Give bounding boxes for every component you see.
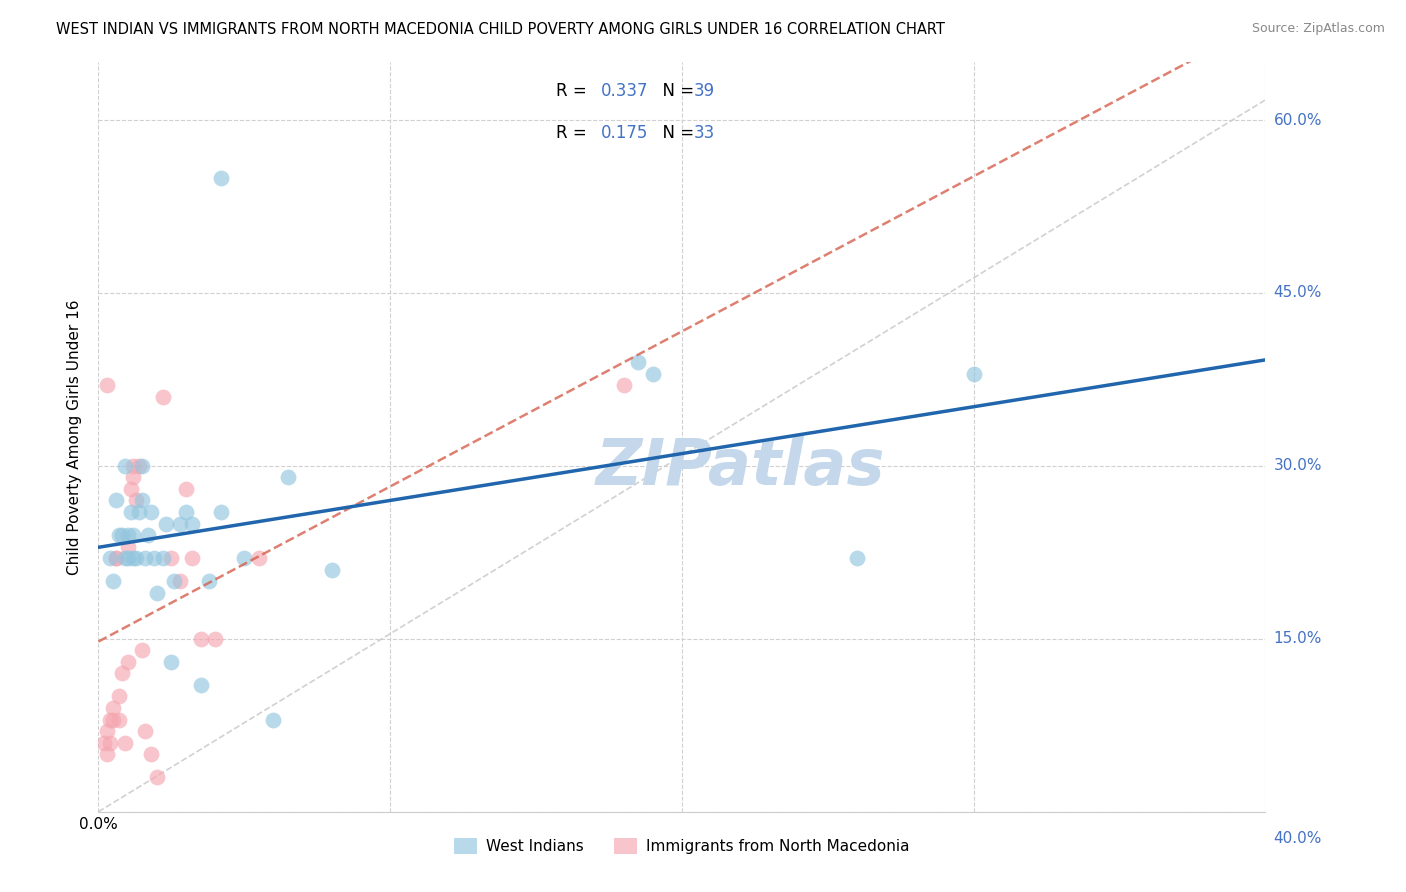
- Point: [204, 632, 226, 646]
- Point: [125, 493, 148, 508]
- Point: [96, 724, 118, 739]
- Point: [209, 505, 232, 519]
- Point: [160, 551, 183, 566]
- Text: N =: N =: [652, 125, 699, 143]
- Point: [190, 632, 212, 646]
- Point: [209, 170, 232, 185]
- Text: 33: 33: [695, 125, 716, 143]
- Y-axis label: Child Poverty Among Girls Under 16: Child Poverty Among Girls Under 16: [67, 300, 83, 574]
- Point: [128, 505, 150, 519]
- Text: Source: ZipAtlas.com: Source: ZipAtlas.com: [1251, 22, 1385, 36]
- Point: [174, 505, 197, 519]
- Point: [93, 735, 115, 749]
- Point: [160, 655, 183, 669]
- Point: [108, 528, 131, 542]
- Point: [233, 551, 256, 566]
- Point: [101, 574, 124, 589]
- Point: [111, 666, 134, 681]
- Point: [846, 551, 869, 566]
- Point: [612, 378, 634, 392]
- Point: [169, 574, 191, 589]
- Point: [104, 493, 127, 508]
- Point: [641, 367, 664, 381]
- Point: [146, 585, 169, 599]
- Point: [134, 724, 156, 739]
- Point: [108, 690, 131, 704]
- Point: [163, 574, 186, 589]
- Text: 40.0%: 40.0%: [1274, 831, 1322, 847]
- Legend: West Indians, Immigrants from North Macedonia: West Indians, Immigrants from North Mace…: [449, 832, 915, 860]
- Text: ZIPatlas: ZIPatlas: [596, 436, 884, 498]
- Point: [104, 551, 127, 566]
- Text: R =: R =: [557, 82, 592, 101]
- Point: [114, 458, 136, 473]
- Text: 15.0%: 15.0%: [1274, 632, 1322, 647]
- Point: [190, 678, 212, 692]
- Point: [146, 770, 169, 784]
- Point: [98, 735, 121, 749]
- Point: [122, 551, 145, 566]
- Point: [122, 458, 145, 473]
- Point: [96, 747, 118, 761]
- Point: [180, 551, 202, 566]
- Text: WEST INDIAN VS IMMIGRANTS FROM NORTH MACEDONIA CHILD POVERTY AMONG GIRLS UNDER 1: WEST INDIAN VS IMMIGRANTS FROM NORTH MAC…: [56, 22, 945, 37]
- Point: [627, 355, 650, 369]
- Point: [117, 528, 139, 542]
- Point: [108, 713, 131, 727]
- Point: [122, 470, 145, 484]
- Point: [247, 551, 270, 566]
- Text: R =: R =: [557, 125, 592, 143]
- Point: [262, 713, 284, 727]
- Point: [117, 540, 139, 554]
- Point: [321, 563, 343, 577]
- Point: [198, 574, 221, 589]
- Point: [131, 493, 153, 508]
- Point: [131, 458, 153, 473]
- Text: 0.175: 0.175: [600, 125, 648, 143]
- Point: [114, 551, 136, 566]
- Point: [139, 747, 162, 761]
- Text: 39: 39: [695, 82, 716, 101]
- Point: [136, 528, 159, 542]
- Point: [96, 378, 118, 392]
- Point: [122, 528, 145, 542]
- Text: 30.0%: 30.0%: [1274, 458, 1322, 474]
- Point: [98, 713, 121, 727]
- Point: [277, 470, 299, 484]
- Point: [114, 735, 136, 749]
- Text: 45.0%: 45.0%: [1274, 285, 1322, 301]
- Point: [134, 551, 156, 566]
- Point: [125, 551, 148, 566]
- Point: [155, 516, 177, 531]
- Point: [962, 367, 984, 381]
- Point: [169, 516, 191, 531]
- Point: [111, 528, 134, 542]
- Point: [152, 551, 174, 566]
- Point: [152, 390, 174, 404]
- Point: [101, 713, 124, 727]
- Point: [174, 482, 197, 496]
- Point: [128, 458, 150, 473]
- Point: [98, 551, 121, 566]
- Point: [139, 505, 162, 519]
- Point: [104, 551, 127, 566]
- Point: [180, 516, 202, 531]
- Text: N =: N =: [652, 82, 699, 101]
- Text: 0.337: 0.337: [600, 82, 648, 101]
- Text: 60.0%: 60.0%: [1274, 112, 1322, 128]
- Point: [101, 701, 124, 715]
- Point: [120, 482, 142, 496]
- Point: [117, 655, 139, 669]
- Point: [131, 643, 153, 657]
- Point: [142, 551, 165, 566]
- Point: [120, 505, 142, 519]
- Point: [117, 551, 139, 566]
